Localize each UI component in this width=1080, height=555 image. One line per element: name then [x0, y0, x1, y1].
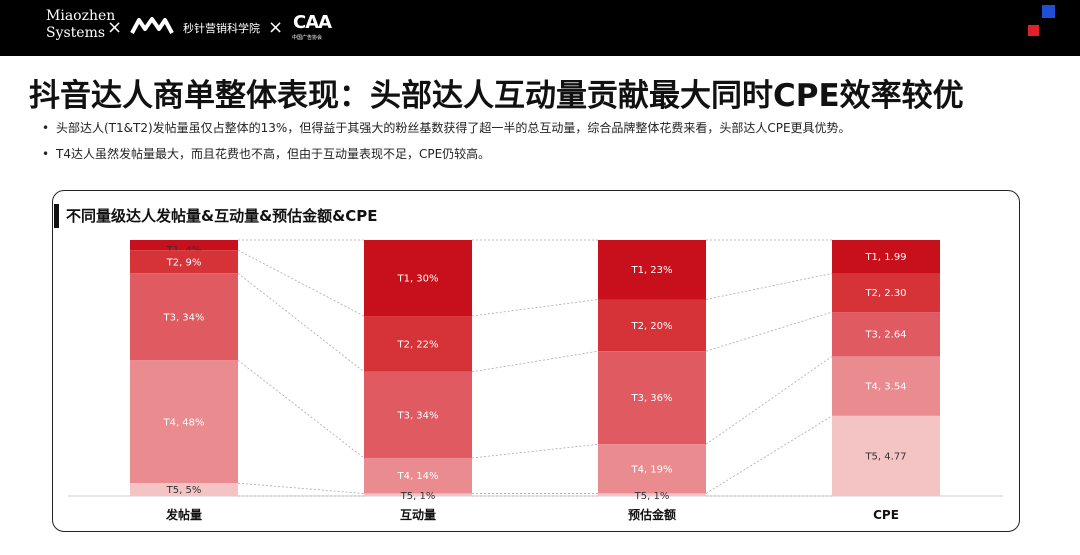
bullet-item: T4达人虽然发帖量最大，而且花费也不高，但由于互动量表现不足，CPE仍较高。: [42, 146, 851, 172]
bullet-item: 头部达人(T1&T2)发帖量虽仅占整体的13%，但得益于其强大的粉丝基数获得了超…: [42, 120, 851, 146]
bar-t3: [598, 351, 706, 445]
data-label: T2, 22%: [396, 339, 438, 350]
caa-logo: CAA: [293, 12, 332, 33]
data-label: T5, 4.77: [864, 451, 906, 462]
category-label: 互动量: [400, 508, 436, 522]
data-label: T5, 1%: [634, 491, 670, 502]
connector-line: [237, 272, 365, 373]
bar-t5: [598, 493, 706, 496]
page-title: 抖音达人商单整体表现：头部达人互动量贡献最大同时CPE效率较优: [29, 78, 964, 114]
bar-t2: [130, 250, 238, 274]
connector-line: [471, 299, 599, 317]
connector-line: [705, 311, 833, 352]
bar-t1: [364, 240, 472, 317]
data-label: T4, 14%: [396, 471, 438, 482]
bar-t5: [832, 415, 940, 496]
data-label: T2, 20%: [630, 321, 672, 332]
data-label: T3, 36%: [630, 393, 672, 404]
institute-logo-text: 秒针营销科学院: [183, 22, 260, 35]
data-label: T4, 3.54: [864, 382, 906, 393]
bar-t2: [832, 273, 940, 313]
decorative-square-red: [1028, 25, 1039, 36]
data-label: T4, 19%: [630, 464, 672, 475]
header-bar: Miaozhen Systems × 秒针营销科学院 × CAA 中国广告协会: [0, 0, 1080, 56]
data-label: T1, 30%: [396, 274, 438, 285]
data-label: T1, 23%: [630, 265, 672, 276]
bar-t4: [364, 457, 472, 494]
chart-panel: [52, 190, 1020, 532]
connector-line: [471, 350, 599, 373]
data-label: T3, 2.64: [864, 330, 906, 341]
data-label: T3, 34%: [162, 312, 204, 323]
bar-t3: [130, 273, 238, 361]
chart-title-accent: [54, 204, 59, 228]
connector-line: [237, 482, 365, 494]
data-label: T5, 1%: [400, 491, 436, 502]
bar-t1: [598, 240, 706, 300]
category-label: 发帖量: [165, 507, 202, 522]
bar-t4: [832, 356, 940, 416]
category-label: 预估金额: [628, 507, 676, 522]
data-label: T5, 5%: [166, 485, 202, 496]
chart-title: 不同量级达人发帖量&互动量&预估金额&CPE: [66, 207, 378, 225]
bar-t3: [364, 371, 472, 458]
bar-t4: [598, 444, 706, 494]
data-label: T4, 48%: [162, 417, 204, 428]
separator-icon: ×: [107, 17, 123, 38]
bar-t1: [832, 240, 940, 274]
decorative-square-blue: [1042, 5, 1055, 18]
separator-icon: ×: [268, 17, 284, 38]
bar-t4: [130, 360, 238, 484]
miaozhen-logo: Miaozhen Systems: [46, 8, 116, 41]
connector-line: [705, 415, 833, 494]
bar-t3: [832, 312, 940, 357]
bar-t2: [598, 299, 706, 352]
connector-line: [705, 356, 833, 445]
data-label: T3, 34%: [396, 410, 438, 421]
bar-t2: [364, 316, 472, 372]
data-label: T2, 2.30: [864, 288, 906, 299]
category-label: CPE: [873, 508, 899, 522]
connector-line: [237, 249, 365, 317]
institute-logo-icon: [130, 17, 174, 34]
connector-line: [237, 360, 365, 459]
data-label: T1, 1.99: [864, 252, 906, 263]
connector-line: [471, 443, 599, 459]
bar-t5: [364, 493, 472, 496]
bar-t5: [130, 483, 238, 496]
bullet-list: 头部达人(T1&T2)发帖量虽仅占整体的13%，但得益于其强大的粉丝基数获得了超…: [42, 120, 851, 172]
connector-line: [705, 273, 833, 300]
data-label: T2, 9%: [166, 257, 202, 268]
caa-logo-subtitle: 中国广告协会: [292, 35, 323, 41]
bar-t1: [130, 240, 238, 251]
